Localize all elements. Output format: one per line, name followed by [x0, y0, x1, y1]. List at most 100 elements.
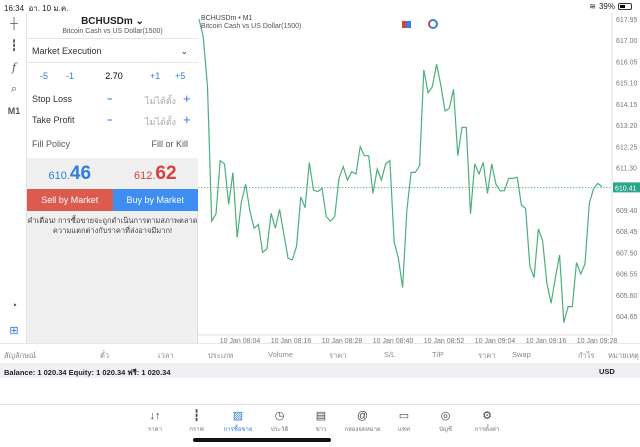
volume-minus-5[interactable]: -5 [40, 71, 49, 81]
take-profit-plus[interactable]: + [183, 112, 191, 127]
trade-icon: ▨ [232, 410, 244, 422]
y-tick-label: 614.15 [616, 102, 638, 109]
col-time: เวลา [158, 351, 174, 360]
nav-label: การตั้งค่า [474, 427, 500, 433]
home-indicator [193, 438, 331, 442]
nav-label: ประวัติ [270, 427, 289, 433]
nav-settings[interactable]: ⚙ การตั้งค่า [465, 409, 509, 434]
battery-percent: 39% [598, 2, 615, 11]
col-ticket: ตั๋ว [100, 351, 110, 360]
bottom-nav: ↓↑ ราคา ┇ กราฟ ▨ การซื้อขาย ◷ ประวัติ ▤ ข่าว @ กล่อ… [0, 404, 640, 447]
battery-icon [618, 3, 632, 10]
left-toolbar: ┼ ┇ f ⌕ M1 ◔ ⊞ [0, 13, 27, 343]
volume-plus-5[interactable]: +5 [175, 71, 186, 81]
nav-chat[interactable]: ▭ แชท [382, 409, 426, 434]
timeframe-button[interactable]: M1 [7, 106, 21, 116]
stop-loss-plus[interactable]: + [183, 91, 191, 106]
chevron-down-icon: ⌄ [135, 16, 144, 27]
quotes-icon: ↓↑ [149, 410, 161, 422]
nav-mailbox[interactable]: @ กล่องจดหมาย [341, 409, 385, 434]
chart-icon: ┇ [193, 410, 200, 422]
objects-icon[interactable]: ⌕ [10, 83, 18, 95]
positions-table-header: สัญลักษณ์ ตั๋ว เวลา ประเภท Volume ราคา S… [0, 343, 640, 363]
candles-icon[interactable]: ┇ [10, 40, 18, 52]
one-click-icon[interactable] [402, 21, 411, 28]
balance-text: Balance: 1 020.34 Equity: 1 020.34 ฟรี: … [4, 368, 171, 377]
stop-loss-input[interactable]: ไม่ได้ตั้ง [145, 96, 177, 106]
chart-title: BCHUSDm • M1 [201, 15, 253, 22]
warning-text: คำเตือน! การซื้อขายจะถูกดำเนินการตามสภาพ… [27, 216, 198, 235]
col-volume: Volume [268, 350, 294, 359]
nav-quotes[interactable]: ↓↑ ราคา [133, 409, 177, 434]
y-tick-label: 612.25 [616, 144, 638, 151]
sell-button[interactable]: Sell by Market [27, 189, 113, 211]
x-tick-label: 10 Jan 09:16 [526, 338, 567, 343]
news-icon: ▤ [315, 410, 327, 422]
nav-trade[interactable]: ▨ การซื้อขาย [216, 409, 260, 434]
nav-news[interactable]: ▤ ข่าว [299, 409, 343, 434]
nav-history[interactable]: ◷ ประวัติ [258, 409, 302, 434]
symbol-name: BCHUSDm [81, 16, 133, 27]
current-price-badge [613, 182, 640, 193]
status-time: 16:34 [4, 4, 25, 13]
col-tp: T/P [432, 350, 444, 359]
volume-input[interactable] [97, 71, 131, 81]
y-tick-label: 617.00 [616, 38, 638, 45]
col-sl: S/L [384, 350, 396, 359]
stop-loss-label: Stop Loss [32, 94, 73, 104]
x-tick-label: 10 Jan 08:28 [322, 338, 363, 343]
crosshair-icon[interactable]: ┼ [10, 18, 18, 30]
function-icon[interactable]: f [11, 61, 17, 74]
symbol-selector[interactable]: BCHUSDm ⌄ Bitcoin Cash vs US Dollar(1500… [27, 13, 198, 39]
nav-label: ราคา [148, 427, 162, 433]
new-order-icon[interactable]: ⊞ [9, 325, 19, 337]
mailbox-icon: @ [356, 410, 369, 422]
current-price-label: 610.41 [615, 185, 637, 192]
y-tick-label: 606.55 [616, 272, 638, 279]
y-tick-label: 615.10 [616, 81, 638, 88]
fill-policy-row[interactable]: Fill Policy Fill or Kill [27, 139, 198, 151]
fill-policy-label: Fill Policy [32, 139, 71, 149]
chart-subtitle: Bitcoin Cash vs US Dollar(1500) [201, 23, 302, 30]
col-comment: หมายเหตุ [608, 351, 639, 360]
y-tick-label: 605.60 [616, 293, 638, 300]
nav-label: การซื้อขาย [223, 427, 253, 433]
stop-loss-minus[interactable]: − [107, 94, 113, 104]
chat-icon: ▭ [398, 410, 410, 422]
execution-select[interactable]: Market Execution ⌄ [27, 39, 198, 63]
price-chart[interactable]: 617.95 617.00 616.05 615.10 614.15 613.20 612.… [198, 13, 640, 345]
execution-label: Market Execution [32, 46, 102, 56]
buy-button[interactable]: Buy by Market [112, 189, 198, 211]
volume-minus-1[interactable]: -1 [66, 71, 75, 81]
nav-account[interactable]: ◎ บัญชี [424, 409, 468, 434]
balance-currency: USD [599, 367, 615, 376]
col-symbol: สัญลักษณ์ [4, 351, 37, 360]
chart-svg: 617.95 617.00 616.05 615.10 614.15 613.20 612.… [198, 13, 640, 345]
account-icon: ◎ [440, 410, 451, 422]
y-tick-label: 609.40 [616, 208, 638, 215]
history-icon: ◷ [274, 410, 285, 422]
signal-icon[interactable] [428, 19, 438, 29]
y-tick-label: 616.05 [616, 59, 638, 66]
y-tick-label: 613.20 [616, 123, 638, 130]
x-tick-label: 10 Jan 08:40 [373, 338, 414, 343]
status-date: อา. 10 ม.ค. [28, 4, 69, 13]
nav-chart[interactable]: ┇ กราฟ [175, 409, 219, 434]
y-tick-label: 607.50 [616, 250, 638, 257]
wifi-icon: ≋ [589, 2, 596, 11]
y-tick-label: 604.65 [616, 314, 638, 321]
price-line-series [198, 18, 603, 323]
col-type: ประเภท [208, 351, 234, 360]
take-profit-input[interactable]: ไม่ได้ตั้ง [145, 117, 177, 127]
y-tick-label: 611.30 [616, 166, 637, 173]
volume-plus-1[interactable]: +1 [150, 71, 161, 81]
x-tick-label: 10 Jan 08:52 [424, 338, 465, 343]
indicator-icon[interactable]: ◔ [10, 300, 18, 312]
take-profit-label: Take Profit [32, 115, 75, 125]
x-tick-label: 10 Jan 08:16 [271, 338, 312, 343]
take-profit-minus[interactable]: − [107, 115, 113, 125]
nav-label: บัญชี [439, 427, 452, 433]
x-tick-label: 10 Jan 08:04 [220, 338, 261, 343]
nav-label: กราฟ [189, 427, 204, 433]
nav-label: กล่องจดหมาย [344, 427, 381, 433]
